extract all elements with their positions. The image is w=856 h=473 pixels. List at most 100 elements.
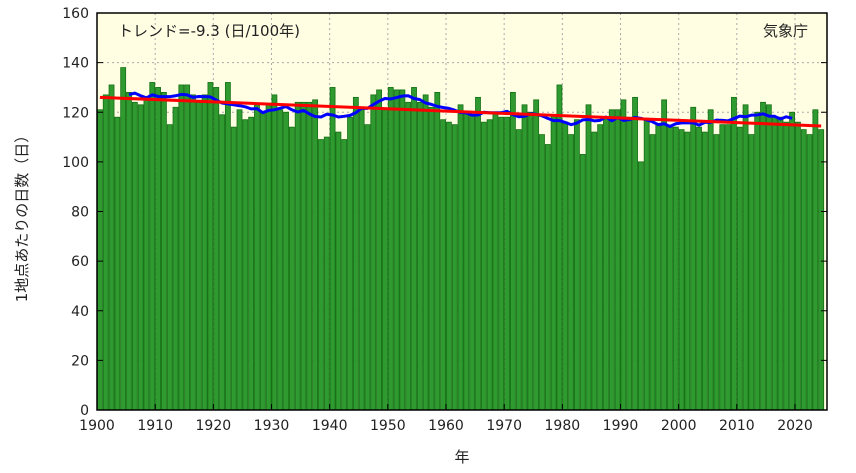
bar-series	[97, 67, 825, 411]
bar-1913	[166, 124, 173, 411]
bar-2020	[789, 111, 796, 411]
bar-1959	[434, 92, 441, 411]
x-axis-label: 年	[454, 448, 469, 466]
bar-1915	[178, 84, 185, 411]
bar-1922	[219, 114, 225, 411]
bar-1974	[521, 104, 528, 411]
bar-1929	[259, 111, 266, 411]
bar-1934	[288, 126, 295, 411]
bar-1918	[195, 101, 202, 411]
bar-1975	[527, 111, 534, 411]
x-tick-label: 1970	[486, 418, 522, 434]
bar-1989	[608, 109, 615, 411]
bar-1972	[509, 92, 516, 411]
bar-1963	[457, 104, 464, 411]
bar-1965	[469, 114, 476, 411]
bar-1936	[300, 101, 307, 411]
bar-2001	[678, 129, 685, 411]
bar-1981	[562, 121, 569, 411]
bar-1906	[126, 92, 132, 411]
bar-1962	[451, 124, 458, 411]
bar-1902	[102, 94, 109, 411]
bar-2011	[736, 126, 743, 411]
bar-1949	[376, 89, 383, 411]
bar-2016	[765, 104, 772, 411]
bar-1995	[643, 119, 650, 411]
bar-1958	[428, 106, 435, 411]
bar-1911	[155, 87, 161, 411]
x-tick-label: 1950	[370, 418, 406, 434]
x-tick-label: 1940	[312, 418, 348, 434]
bar-2015	[760, 101, 766, 411]
bar-1931	[271, 94, 278, 411]
bar-1907	[131, 101, 138, 411]
bar-2010	[731, 96, 737, 411]
trend-line	[99, 95, 822, 128]
bar-2007	[713, 134, 720, 411]
bar-2024	[812, 109, 819, 411]
bar-1952	[393, 89, 400, 411]
bar-1944	[347, 116, 353, 411]
source-label: 気象庁	[763, 22, 808, 40]
bar-1954	[405, 101, 412, 411]
bar-1976	[533, 99, 540, 411]
bar-1986	[591, 131, 598, 411]
y-tick-label: 100	[62, 155, 89, 171]
bar-1978	[544, 144, 551, 411]
x-tick-label: 2000	[661, 418, 697, 434]
bar-2014	[754, 111, 761, 411]
x-tick-label: 1900	[79, 418, 115, 434]
axis-ticks: 0 20 40 60 80 100 120 140 160 1900 1910 1920 1930 194…	[62, 6, 827, 434]
bar-1961	[446, 121, 452, 411]
bar-1945	[352, 96, 359, 411]
bar-1957	[422, 94, 429, 411]
bar-2000	[672, 126, 679, 411]
bar-1982	[568, 134, 574, 411]
bar-1951	[387, 87, 394, 411]
y-tick-label: 120	[62, 105, 89, 121]
bar-2023	[806, 134, 813, 411]
bar-1938	[312, 99, 319, 411]
bar-2003	[690, 106, 697, 411]
bar-1960	[440, 119, 446, 411]
bar-1977	[539, 134, 545, 411]
bar-2004	[696, 126, 702, 411]
x-tick-label: 2020	[777, 418, 813, 434]
bar-1970	[498, 116, 505, 411]
bar-2019	[783, 121, 790, 411]
y-tick-label: 140	[62, 56, 89, 72]
bar-2002	[684, 131, 691, 411]
bar-1933	[283, 111, 289, 411]
bar-1999	[667, 126, 673, 411]
trend-annotation: トレンド=-9.3 (日/100年)	[118, 22, 300, 40]
bar-1912	[160, 92, 167, 411]
bar-1904	[114, 116, 121, 411]
bar-2021	[795, 121, 801, 411]
bar-1980	[556, 84, 563, 411]
bar-2008	[719, 124, 726, 411]
y-tick-label: 40	[71, 304, 89, 320]
bar-1939	[318, 139, 324, 411]
bar-1914	[172, 106, 179, 411]
x-tick-label: 1990	[603, 418, 639, 434]
bar-1948	[370, 94, 377, 411]
bar-2013	[748, 134, 755, 411]
bar-1908	[137, 104, 144, 411]
bar-2025	[818, 129, 825, 411]
x-tick-label: 1930	[254, 418, 290, 434]
bar-2018	[777, 116, 784, 411]
bar-1930	[265, 104, 272, 411]
y-tick-label: 60	[71, 254, 89, 270]
bar-1947	[364, 124, 371, 411]
bar-1993	[632, 96, 638, 411]
bar-1924	[230, 126, 237, 411]
bar-1971	[504, 116, 510, 411]
bar-1946	[358, 109, 365, 411]
bar-1950	[382, 109, 388, 411]
x-tick-label: 1920	[196, 418, 232, 434]
bar-1997	[655, 124, 662, 411]
bar-1968	[486, 119, 493, 411]
bar-2017	[771, 116, 778, 411]
bar-1928	[254, 104, 260, 411]
